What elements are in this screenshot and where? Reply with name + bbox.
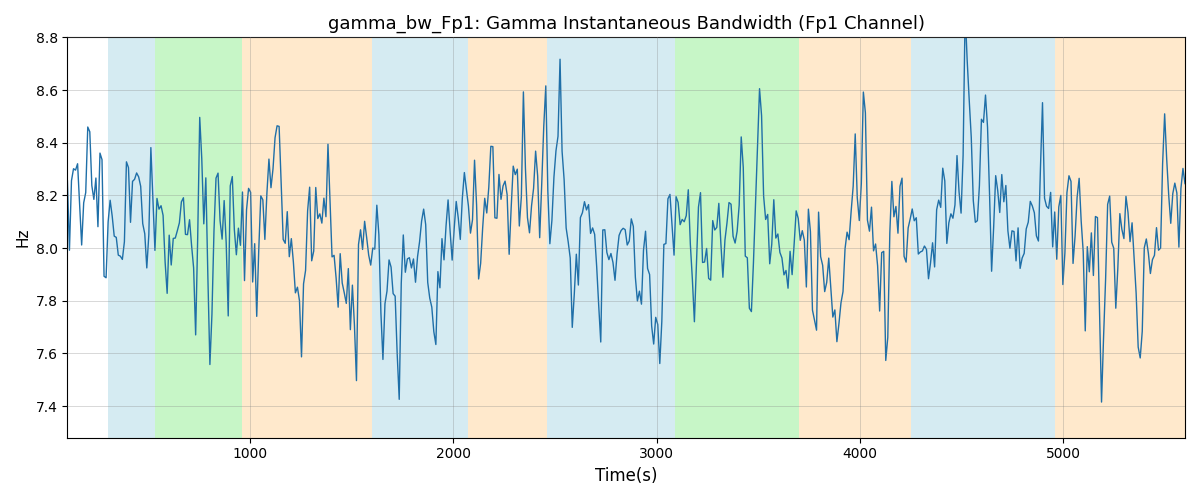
Bar xyxy=(372,38,468,438)
Bar xyxy=(911,38,1055,438)
Bar xyxy=(155,38,242,438)
Bar xyxy=(468,38,547,438)
Bar xyxy=(242,38,372,438)
Bar xyxy=(799,38,911,438)
X-axis label: Time(s): Time(s) xyxy=(595,467,658,485)
Bar xyxy=(568,38,674,438)
Bar xyxy=(674,38,799,438)
Title: gamma_bw_Fp1: Gamma Instantaneous Bandwidth (Fp1 Channel): gamma_bw_Fp1: Gamma Instantaneous Bandwi… xyxy=(328,15,925,34)
Bar xyxy=(1055,38,1186,438)
Y-axis label: Hz: Hz xyxy=(16,228,30,248)
Bar xyxy=(108,38,155,438)
Bar xyxy=(547,38,568,438)
